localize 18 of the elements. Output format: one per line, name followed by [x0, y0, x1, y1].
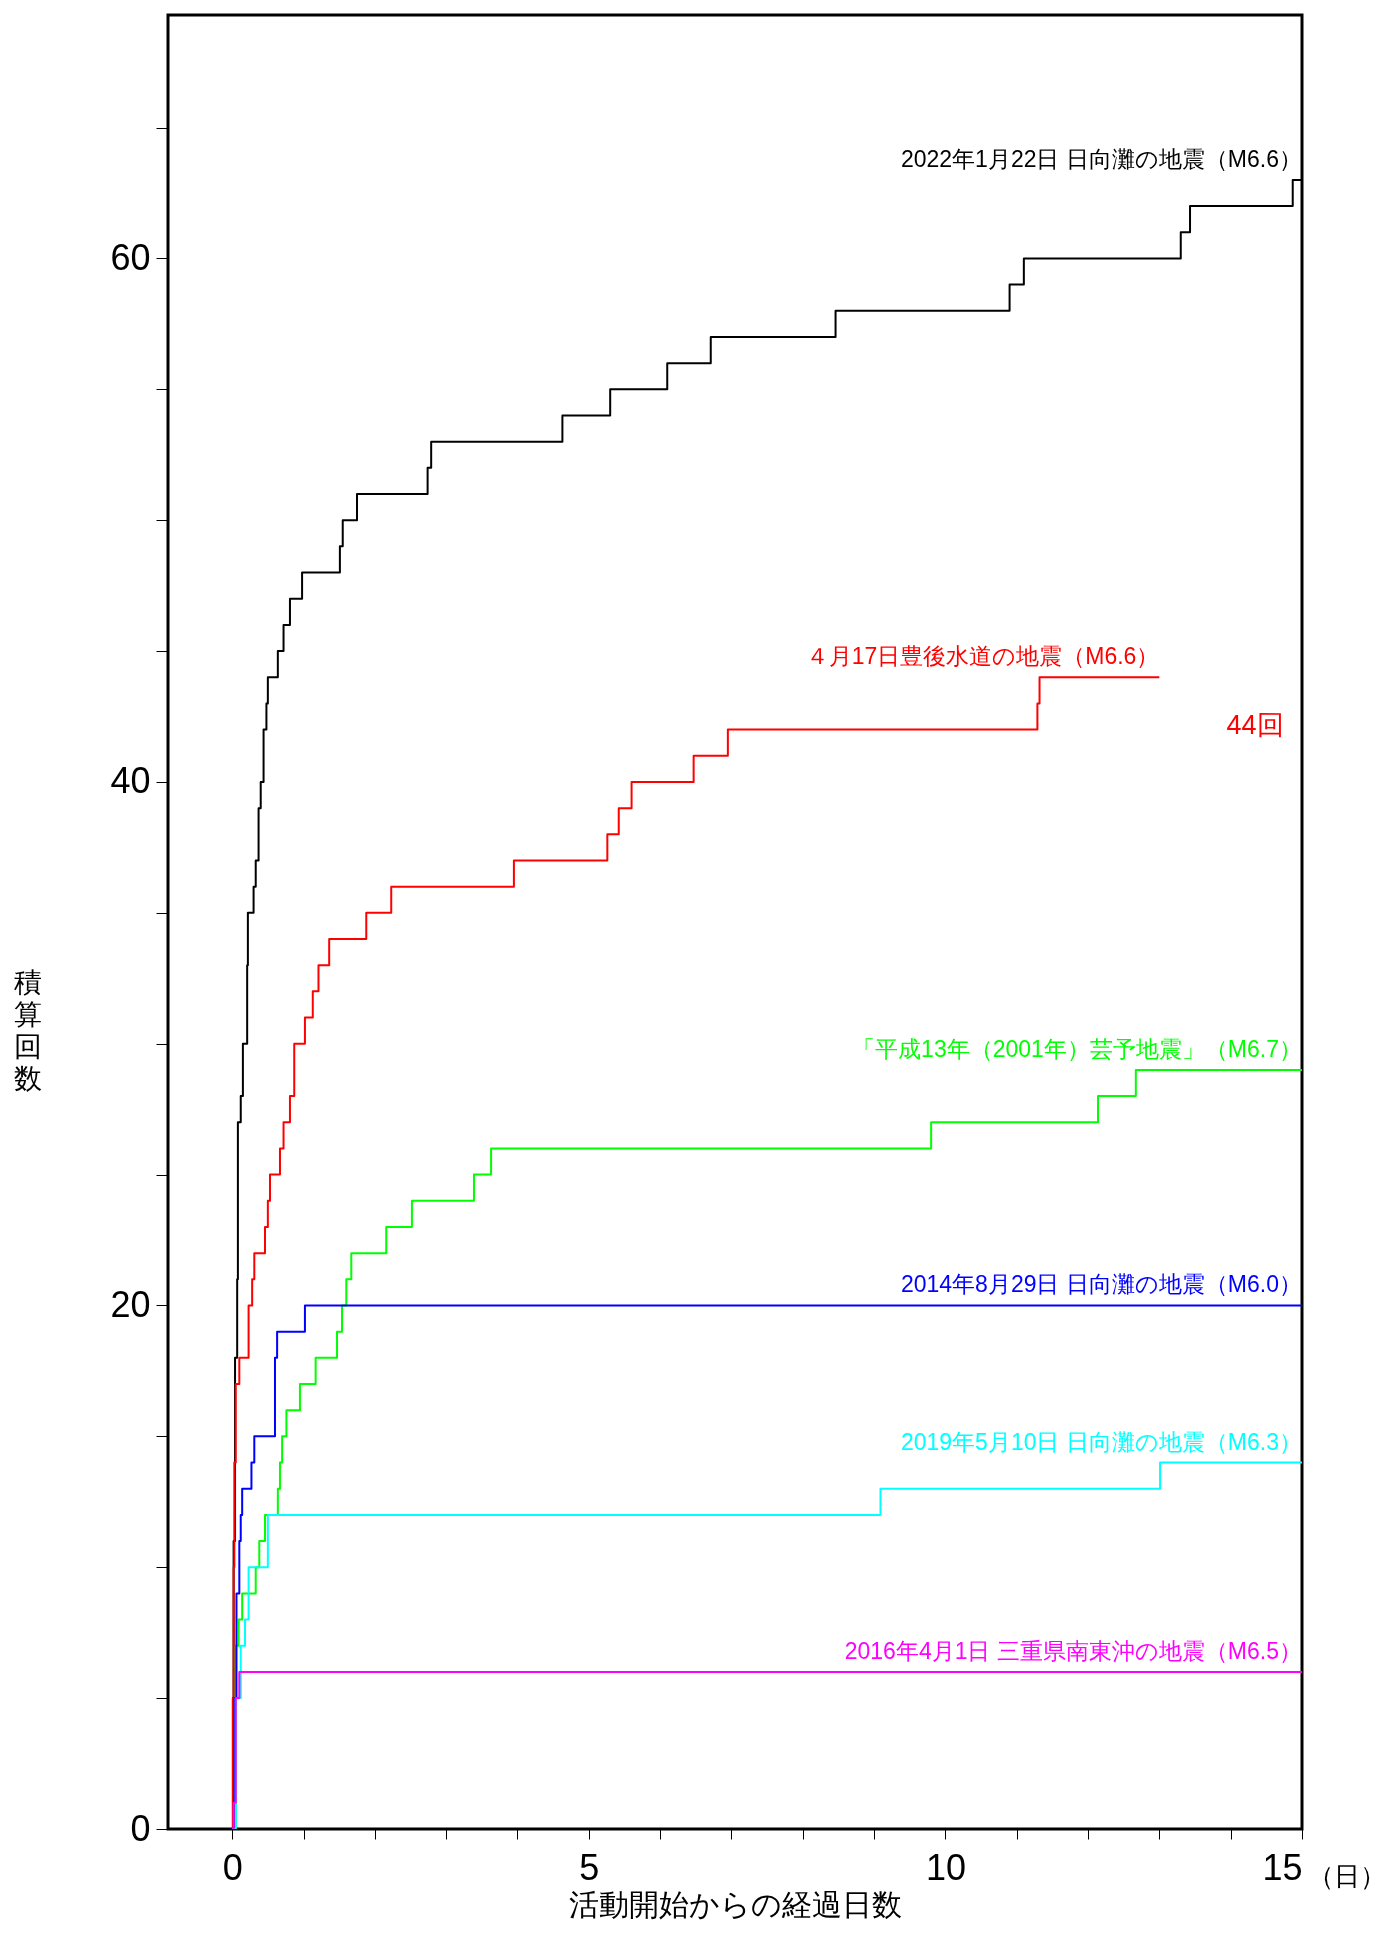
series-label: 2022年1月22日 日向灘の地震（M6.6） [900, 145, 1302, 172]
x-tick-label: 15 [1262, 1846, 1303, 1888]
series-label: 「平成13年（2001年）芸予地震」（M6.7） [852, 1035, 1302, 1062]
x-tick-label: 0 [222, 1846, 243, 1888]
x-tick-label: 10 [925, 1846, 966, 1888]
annotation: 44回 [1226, 710, 1284, 740]
y-axis-title: 積算回数 [13, 966, 42, 1094]
series-label: 2019年5月10日 日向灘の地震（M6.3） [900, 1428, 1302, 1455]
y-tick-label: 40 [110, 760, 151, 802]
series-label: ４月17日豊後水道の地震（M6.6） [805, 643, 1160, 670]
x-tick-label: 5 [579, 1846, 600, 1888]
y-tick-label: 60 [110, 236, 151, 278]
x-axis-title: 活動開始からの経過日数 [569, 1887, 902, 1921]
y-tick-label: 0 [130, 1807, 151, 1849]
text: （日） [1308, 1861, 1386, 1891]
y-tick-label: 20 [110, 1283, 151, 1325]
series-label: 2014年8月29日 日向灘の地震（M6.0） [900, 1271, 1302, 1298]
series-label: 2016年4月1日 三重県南東沖の地震（M6.5） [844, 1637, 1302, 1664]
